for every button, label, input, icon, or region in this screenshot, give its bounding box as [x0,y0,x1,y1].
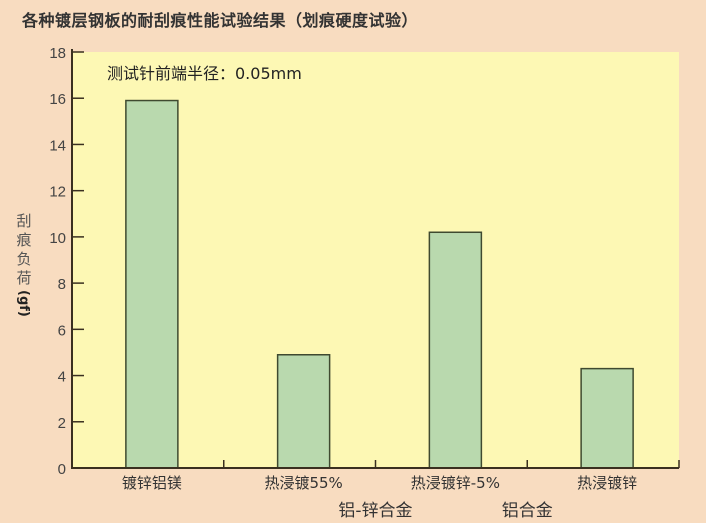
x-tick-label: 热浸镀锌 [577,474,637,492]
bar [580,367,634,469]
annotation: 测试针前端半径：0.05mm [107,64,302,83]
chart-title: 各种镀层钢板的耐刮痕性能试验结果（划痕硬度试验） [22,11,419,30]
x-tick-label-line2: 铝-锌合金 [338,501,412,521]
bar [276,354,331,469]
y-tick-label: 14 [49,137,66,154]
y-tick-label: 6 [58,322,66,339]
y-tick-label: 8 [58,276,66,293]
x-tick-label: 热浸镀55% [264,474,342,492]
y-tick-label: 0 [58,461,66,478]
y-axis-label: 刮痕负荷 (gf) [14,212,34,317]
x-tick-label-line2: 铝合金 [502,501,553,521]
bar [125,99,179,469]
y-tick-label: 4 [58,369,66,386]
y-tick-label: 16 [49,91,66,108]
y-tick-label: 10 [49,230,66,247]
y-tick-label: 12 [49,184,66,201]
x-tick-label: 热浸镀锌-5% [411,474,500,492]
x-tick-label: 镀锌铝镁 [122,474,182,492]
y-tick-label: 2 [58,415,66,432]
y-axis-title: 刮痕负荷 [16,212,32,287]
y-axis-unit: (gf) [16,290,31,317]
bar [428,231,483,469]
y-tick-label: 18 [49,45,66,62]
